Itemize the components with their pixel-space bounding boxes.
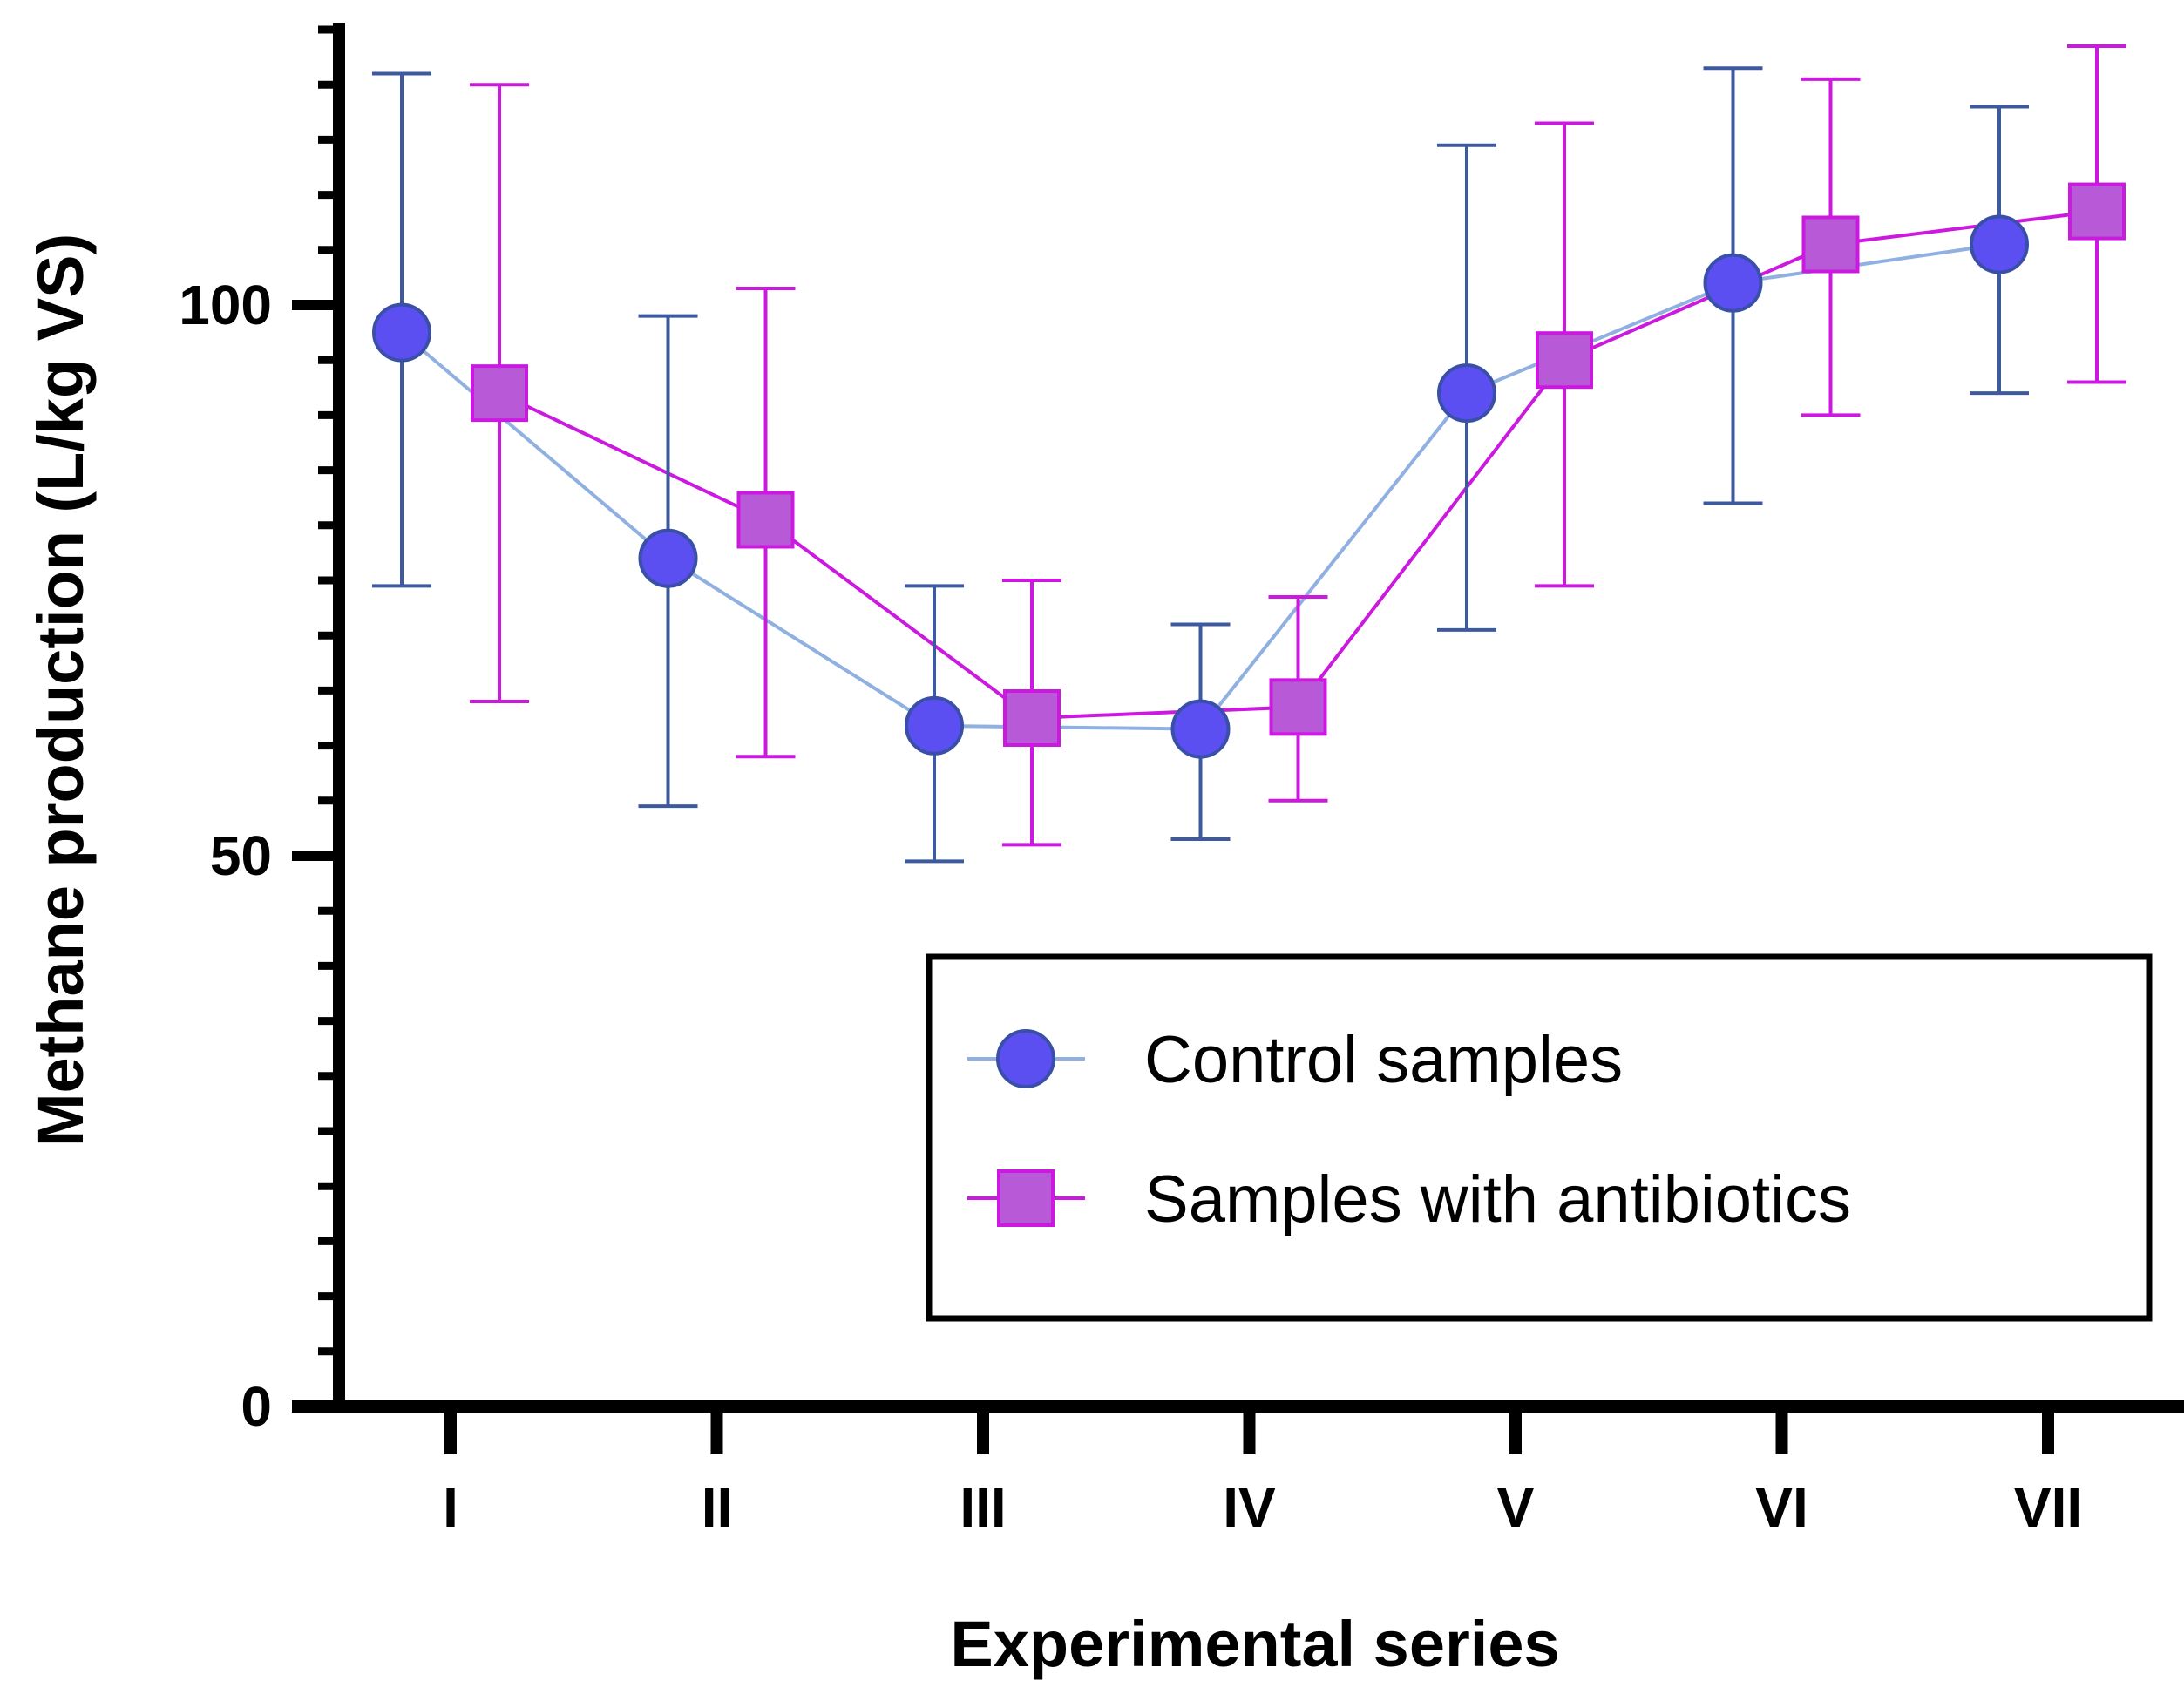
data-point-control bbox=[638, 528, 698, 588]
data-point-antibiotics bbox=[1003, 689, 1061, 747]
data-point-control bbox=[1437, 363, 1496, 424]
data-point-antibiotics bbox=[471, 364, 528, 423]
legend-marker-control bbox=[996, 1029, 1055, 1088]
y-tick-label: 0 bbox=[241, 1375, 272, 1438]
data-point-antibiotics bbox=[1536, 331, 1593, 390]
y-tick-label: 100 bbox=[179, 274, 272, 336]
legend-entry-control: Control samples bbox=[967, 1023, 1623, 1097]
data-point-control bbox=[1970, 214, 2029, 274]
y-major-ticks: 0 50 100 bbox=[179, 274, 339, 1438]
x-tick-label: VII bbox=[2014, 1476, 2082, 1539]
legend-box bbox=[926, 953, 2153, 1322]
x-tick-label: VI bbox=[1755, 1476, 1808, 1539]
legend: Control samples Samples with antibiotics bbox=[926, 953, 2153, 1322]
data-point-control bbox=[1703, 253, 1763, 313]
plot-series bbox=[372, 44, 2126, 864]
data-point-antibiotics bbox=[1269, 678, 1327, 736]
y-tick-label: 50 bbox=[210, 824, 272, 887]
x-axis-title: Experimental series bbox=[950, 1608, 1559, 1680]
legend-label-antibiotics: Samples with antibiotics bbox=[1144, 1162, 1851, 1237]
x-ticks: I II III IV V VI VII bbox=[443, 1406, 2082, 1539]
data-point-control bbox=[905, 695, 964, 756]
y-axis-title: Methane production (L/kg VS) bbox=[24, 234, 97, 1147]
legend-marker-antibiotics bbox=[997, 1169, 1055, 1227]
data-point-antibiotics bbox=[1801, 215, 1860, 274]
x-tick-label: V bbox=[1497, 1476, 1535, 1539]
legend-entry-antibiotics: Samples with antibiotics bbox=[967, 1162, 1851, 1237]
data-point-control bbox=[372, 302, 431, 363]
x-tick-label: IV bbox=[1223, 1476, 1276, 1539]
legend-label-control: Control samples bbox=[1144, 1023, 1623, 1097]
x-tick-label: I bbox=[443, 1476, 458, 1539]
data-point-control bbox=[1170, 699, 1231, 759]
data-point-antibiotics bbox=[736, 491, 795, 549]
data-point-antibiotics bbox=[2068, 182, 2126, 241]
x-tick-label: III bbox=[960, 1476, 1006, 1539]
x-tick-label: II bbox=[702, 1476, 733, 1539]
